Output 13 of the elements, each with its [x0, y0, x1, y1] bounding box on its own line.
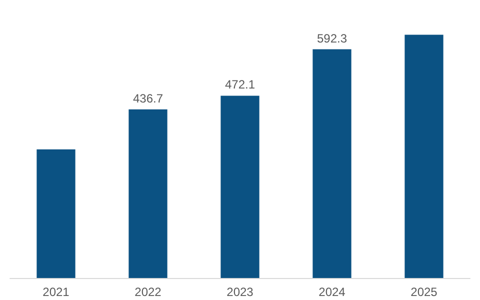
bar	[36, 149, 76, 278]
x-tick-label: 2023	[226, 285, 254, 299]
bar	[404, 34, 444, 278]
bar	[312, 49, 352, 278]
data-label: 436.7	[132, 91, 164, 106]
x-tick-label: 2021	[42, 285, 70, 299]
bar	[128, 109, 168, 278]
data-label: 592.3	[316, 31, 348, 46]
x-tick-label: 2022	[134, 285, 162, 299]
data-label: 472.1	[224, 78, 256, 92]
x-tick-label: 2025	[410, 285, 438, 299]
bar	[220, 96, 260, 278]
x-tick-label: 2024	[318, 285, 346, 299]
